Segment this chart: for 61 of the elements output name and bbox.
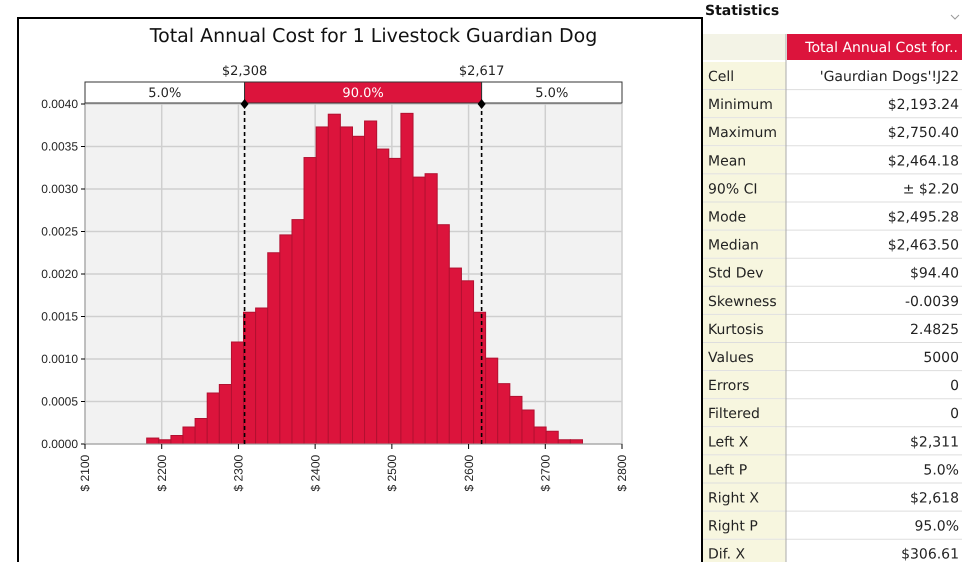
y-tick-label: 0.0000 — [41, 436, 78, 451]
x-tick-label: $ 2300 — [232, 454, 246, 492]
x-tick-label: $ 2700 — [538, 454, 552, 492]
text: 5.0% — [535, 86, 568, 101]
text: 0 — [950, 378, 959, 394]
text: $94.40 — [910, 266, 959, 282]
text: Statistics — [705, 3, 780, 19]
text: 90.0% — [342, 86, 384, 101]
text: $2,464.18 — [888, 153, 959, 170]
y-tick-label: 0.0025 — [41, 224, 78, 238]
x-tick-label: $ 2500 — [385, 454, 400, 492]
x-tick-label: $ 2100 — [78, 454, 92, 492]
text: 95.0% — [914, 518, 959, 535]
category-label: Cell — [708, 69, 734, 85]
category-label: Maximum — [708, 125, 777, 142]
text: 0 — [950, 406, 959, 422]
category-label: Left P — [708, 462, 748, 478]
y-tick-label: 0.0040 — [41, 96, 78, 111]
category-label: Median — [708, 238, 759, 254]
text: $2,750.40 — [888, 125, 959, 142]
category-label: Left X — [708, 434, 748, 450]
category-label: Dif. X — [708, 546, 746, 562]
text: 2.4825 — [910, 322, 959, 338]
y-tick-label: 0.0010 — [41, 352, 78, 366]
category-label: Right P — [708, 518, 758, 535]
ref-line-label: $2,308 — [222, 64, 268, 79]
text: 5000 — [923, 350, 959, 366]
text: $2,495.28 — [888, 210, 959, 226]
category-label: Skewness — [708, 294, 777, 310]
text: $2,618 — [910, 490, 959, 506]
x-tick-label: $ 2800 — [615, 454, 630, 492]
x-tick-label: $ 2400 — [308, 454, 322, 492]
text: $2,463.50 — [888, 238, 959, 254]
ref-line-label: $2,617 — [458, 64, 504, 79]
category-label: Filtered — [708, 406, 760, 422]
text: -0.0039 — [904, 294, 959, 310]
text: $2,311 — [910, 434, 959, 450]
text: 5.0% — [148, 86, 182, 101]
y-tick-label: 0.0030 — [41, 182, 78, 196]
text: ± $2.20 — [902, 181, 959, 198]
y-tick-label: 0.0015 — [41, 309, 78, 324]
category-label: Right X — [708, 490, 759, 506]
category-label: Total Annual Cost for.. — [804, 40, 958, 56]
text: $306.61 — [901, 546, 959, 562]
category-label: Values — [708, 350, 754, 366]
text: $2,193.24 — [888, 97, 959, 114]
chart-title: Total Annual Cost for 1 Livestock Guardian Dog — [148, 25, 598, 47]
y-tick-label: 0.0035 — [41, 139, 78, 154]
text: 5.0% — [923, 462, 959, 478]
category-label: Errors — [708, 378, 750, 394]
text: 'Gaurdian Dogs'!J22 — [820, 69, 959, 85]
y-tick-label: 0.0020 — [41, 266, 78, 281]
category-label: Mode — [708, 210, 746, 226]
x-tick-label: $ 2200 — [154, 454, 169, 492]
category-label: Mean — [708, 153, 746, 170]
x-tick-label: $ 2600 — [462, 454, 476, 492]
category-label: Std Dev — [708, 266, 764, 282]
category-label: Kurtosis — [708, 322, 764, 338]
category-label: Minimum — [708, 97, 773, 114]
category-label: 90% CI — [708, 181, 758, 198]
y-tick-label: 0.0005 — [41, 394, 78, 408]
